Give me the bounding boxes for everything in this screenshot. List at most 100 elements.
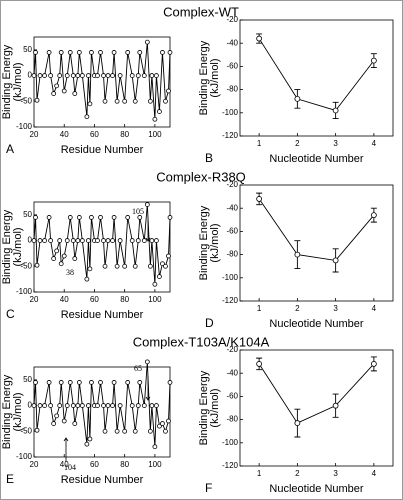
data-point (157, 423, 162, 429)
data-point (57, 73, 63, 78)
y-axis-label: (kJ/mol) (209, 223, 221, 262)
panel-label: D (205, 316, 214, 330)
data-point (135, 73, 141, 78)
x-tick-label: 40 (60, 295, 69, 304)
data-point (34, 427, 40, 433)
data-point (332, 107, 339, 114)
y-tick-label: 50 (23, 45, 32, 54)
data-point (42, 73, 47, 78)
data-point (33, 50, 38, 55)
data-point (370, 212, 377, 219)
x-tick-label: 4 (372, 304, 377, 313)
data-point (79, 73, 85, 78)
data-point (294, 251, 301, 258)
data-point (87, 436, 93, 442)
data-point (132, 428, 138, 434)
data-point (125, 380, 131, 385)
x-tick-label: 40 (60, 130, 69, 139)
data-point (137, 50, 143, 55)
data-point (166, 253, 171, 259)
data-point (163, 428, 168, 434)
annotation: 38 (66, 268, 74, 277)
x-tick-label: 2 (295, 304, 300, 313)
data-point (37, 238, 43, 243)
data-point (86, 403, 91, 408)
x-tick-label: 20 (30, 460, 39, 469)
x-tick-label: 60 (90, 295, 99, 304)
data-point (149, 238, 155, 243)
data-point (152, 281, 158, 287)
data-point (160, 421, 165, 426)
data-point (141, 238, 147, 243)
y-tick-label: -50 (20, 261, 32, 270)
data-point (101, 73, 106, 78)
x-tick-label: 4 (372, 139, 377, 148)
data-point (153, 238, 159, 243)
data-point (111, 50, 117, 55)
data-point (86, 238, 91, 243)
data-point (370, 57, 377, 64)
x-axis-label: Nucleotide Number (269, 318, 363, 330)
y-tick-label: -40 (226, 38, 238, 47)
data-point (61, 418, 67, 424)
data-point (144, 39, 150, 45)
x-tick-label: 20 (30, 130, 39, 139)
data-point (101, 238, 106, 243)
y-axis-label: (kJ/mol) (209, 388, 221, 427)
data-point (122, 98, 128, 104)
data-point (102, 428, 108, 434)
y-tick-label: -60 (226, 227, 238, 236)
y-tick-label: 50 (23, 210, 32, 219)
data-point (33, 380, 38, 385)
data-point (79, 403, 85, 408)
data-point (67, 380, 73, 385)
y-tick-label: 0 (28, 71, 33, 80)
data-point (84, 441, 90, 447)
row-title: Complex-R38Q (156, 169, 246, 184)
row-title: Complex-WT (163, 4, 239, 19)
data-point (89, 215, 94, 220)
data-point (95, 73, 100, 78)
data-point (76, 50, 82, 55)
x-axis-label: Residue Number (61, 144, 144, 156)
data-point (70, 403, 76, 408)
data-point (144, 202, 150, 207)
y-tick-label: -60 (226, 392, 238, 401)
data-point (57, 238, 63, 243)
data-point (75, 238, 81, 243)
data-line (258, 38, 375, 112)
data-point (42, 238, 47, 243)
y-tick-label: -40 (226, 368, 238, 377)
data-point (166, 418, 171, 424)
y-axis-label: (kJ/mol) (209, 58, 221, 97)
y-tick-label: -100 (222, 108, 239, 117)
data-point (149, 73, 155, 78)
y-tick-label: -40 (226, 203, 238, 212)
data-point (114, 263, 120, 269)
data-point (72, 256, 78, 261)
data-point (58, 380, 64, 385)
y-tick-label: -60 (226, 62, 238, 71)
y-tick-label: 0 (28, 401, 33, 410)
data-point (58, 261, 64, 267)
data-point (135, 238, 141, 243)
data-point (34, 262, 40, 268)
data-point (163, 263, 168, 269)
data-point (111, 380, 117, 385)
x-tick-label: 100 (148, 460, 162, 469)
x-axis-label: Nucleotide Number (269, 483, 363, 495)
annotation: 104 (64, 463, 76, 472)
data-point (137, 215, 143, 220)
y-tick-label: -80 (226, 250, 238, 259)
y-tick-label: -80 (226, 415, 238, 424)
data-point (48, 238, 54, 243)
y-tick-label: -100 (16, 452, 33, 461)
data-point (137, 380, 143, 385)
data-point (46, 50, 52, 55)
data-point (105, 403, 111, 408)
data-point (98, 215, 103, 220)
x-tick-label: 80 (120, 295, 129, 304)
data-point (102, 98, 108, 104)
annotation-arrow (63, 437, 69, 462)
